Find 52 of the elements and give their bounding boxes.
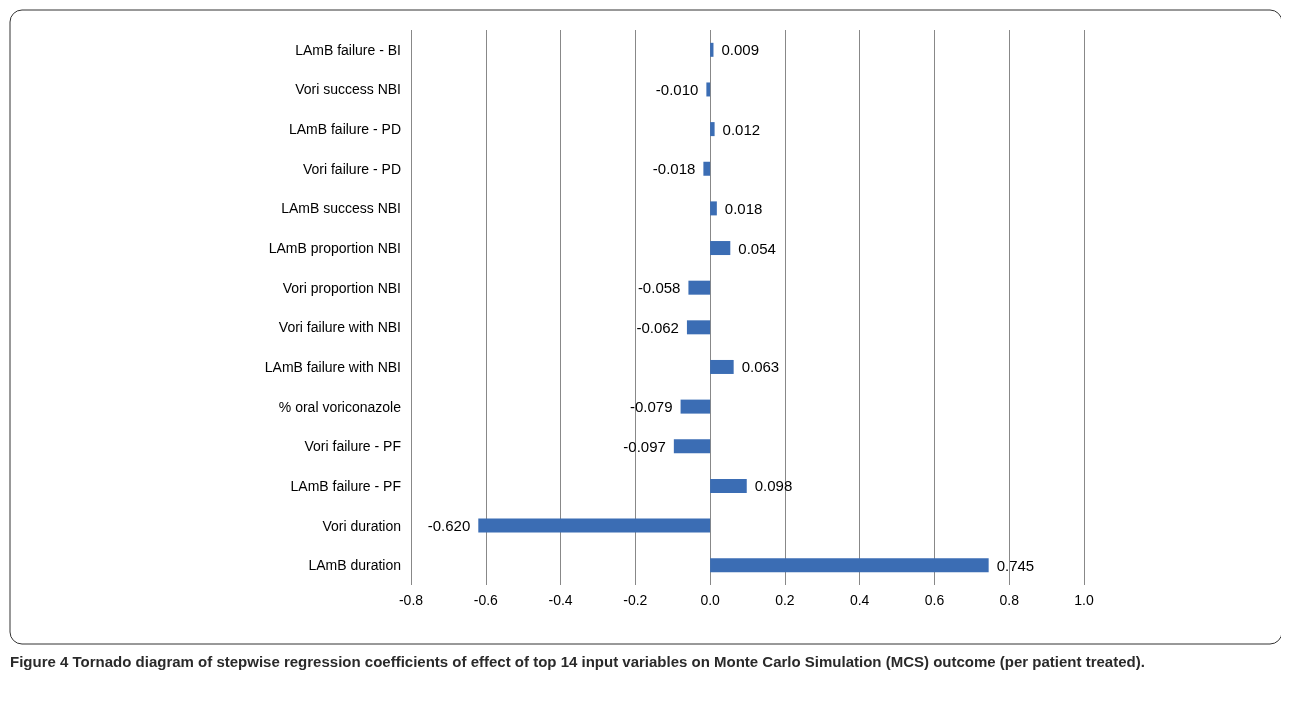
y-tick-label: LAmB failure - BI [295, 41, 401, 58]
caption: Figure 4 Tornado diagram of stepwise regression coefficients of effect of top 14 input variables on Monte Carlo Simulation (MCS) outcome (per patient treated). [10, 652, 1145, 670]
data-label: 0.745 [996, 556, 1035, 574]
data-label: -0.058 [637, 279, 681, 297]
data-label: 0.009 [721, 41, 760, 59]
data-label: -0.062 [636, 318, 679, 336]
data-label: -0.097 [623, 437, 666, 455]
y-tick-label: Vori duration [322, 517, 401, 534]
data-label: -0.010 [655, 80, 699, 98]
bar [710, 241, 731, 256]
y-tick-label: % oral voriconazole [278, 398, 402, 415]
bar [710, 201, 717, 216]
x-tick-label: 0.0 [700, 592, 721, 608]
y-tick-label: LAmB proportion NBI [268, 240, 401, 257]
x-tick-label: 0.2 [775, 592, 795, 608]
x-tick-label: -0.2 [623, 592, 648, 608]
x-tick-label: -0.8 [398, 592, 424, 608]
x-tick-label: 0.4 [849, 592, 870, 608]
bar [478, 518, 711, 533]
data-label: -0.079 [630, 398, 673, 416]
y-tick-label: Vori failure with NBI [278, 319, 401, 336]
bar [673, 439, 711, 454]
data-label: -0.620 [427, 517, 471, 535]
y-tick-label: LAmB success NBI [281, 200, 401, 217]
bar [710, 558, 989, 573]
x-tick-label: -0.4 [548, 592, 573, 608]
bar [710, 359, 734, 374]
bar [706, 82, 711, 97]
bar [703, 161, 711, 176]
bar [710, 122, 715, 137]
y-tick-label: Vori proportion NBI [282, 279, 401, 296]
x-tick-label: -0.6 [473, 592, 499, 608]
data-label: 0.012 [722, 120, 761, 138]
bar [688, 280, 711, 295]
y-tick-label: Vori failure - PF [304, 438, 401, 455]
data-label: 0.098 [754, 477, 793, 495]
data-label: -0.018 [652, 160, 696, 178]
y-tick-label: Vori success NBI [295, 81, 401, 98]
y-tick-label: Vori failure - PD [302, 160, 401, 177]
x-tick-label: 0.6 [924, 592, 945, 608]
data-label: 0.063 [741, 358, 780, 376]
data-label: 0.054 [738, 239, 776, 257]
data-label: 0.018 [724, 199, 763, 217]
bar [710, 478, 747, 493]
y-tick-label: LAmB failure - PD [288, 121, 401, 138]
bar [680, 399, 711, 414]
bar [686, 320, 711, 335]
y-tick-label: LAmB failure - PF [290, 477, 401, 494]
y-tick-label: LAmB failure with NBI [264, 358, 401, 375]
x-tick-label: 0.8 [999, 592, 1020, 608]
x-tick-label: 1.0 [1074, 592, 1094, 608]
y-tick-label: LAmB duration [308, 557, 401, 574]
